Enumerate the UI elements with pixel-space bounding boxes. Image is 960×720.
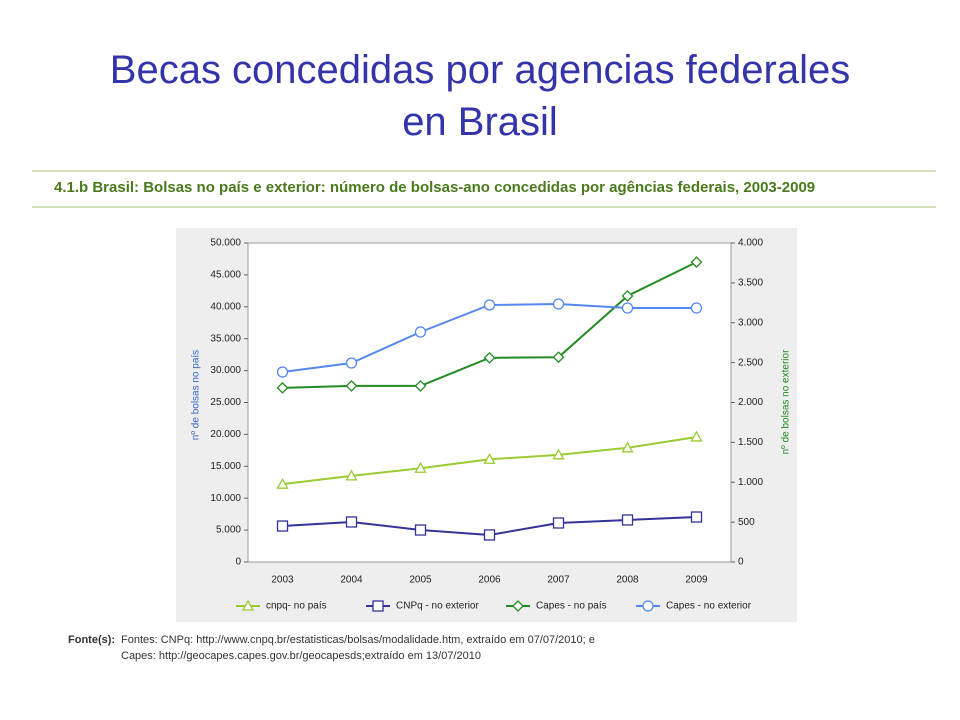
data-point bbox=[552, 448, 565, 460]
source-line: Fontes: CNPq: http://www.cnpq.br/estatis… bbox=[121, 634, 595, 646]
y-axis-label: nº de bolsas no país bbox=[191, 350, 202, 440]
x-tick-label: 2007 bbox=[547, 575, 570, 586]
y2-axis-label: nº de bolsas no exterior bbox=[781, 349, 792, 454]
y2-tick-label: 3.000 bbox=[738, 317, 763, 328]
source-line: Capes: http://geocapes.capes.gov.br/geoc… bbox=[121, 650, 481, 662]
y2-tick-label: 1.000 bbox=[738, 477, 763, 488]
data-point bbox=[414, 379, 427, 392]
data-point bbox=[414, 524, 427, 536]
data-point bbox=[690, 302, 703, 314]
slide-title: Becas concedidas por agencias federales bbox=[109, 48, 851, 92]
data-point bbox=[345, 516, 358, 528]
y-tick-label: 10.000 bbox=[210, 493, 241, 504]
y-tick-label: 20.000 bbox=[210, 429, 241, 440]
data-point bbox=[621, 302, 634, 314]
data-point bbox=[483, 452, 496, 464]
data-point bbox=[483, 299, 496, 311]
x-tick-label: 2009 bbox=[685, 575, 708, 586]
data-point bbox=[414, 461, 427, 473]
y-tick-label: 0 bbox=[235, 557, 241, 568]
y2-tick-label: 2.500 bbox=[738, 357, 763, 368]
data-point bbox=[483, 351, 496, 364]
header-text: 4.1.b Brasil: Bolsas no país e exterior:… bbox=[54, 179, 816, 196]
y-tick-label: 30.000 bbox=[210, 365, 241, 376]
y2-tick-label: 500 bbox=[738, 517, 755, 528]
y2-tick-label: 2.000 bbox=[738, 397, 763, 408]
y-tick-label: 50.000 bbox=[210, 238, 241, 249]
legend-marker bbox=[241, 599, 255, 611]
y-tick-label: 45.000 bbox=[210, 270, 241, 281]
data-point bbox=[552, 517, 565, 529]
data-point bbox=[690, 256, 703, 269]
x-tick-label: 2003 bbox=[271, 575, 294, 586]
x-tick-label: 2006 bbox=[478, 575, 501, 586]
legend-marker bbox=[642, 600, 654, 612]
data-point bbox=[345, 469, 358, 481]
data-point bbox=[483, 529, 496, 541]
y-tick-label: 35.000 bbox=[210, 333, 241, 344]
data-point bbox=[414, 326, 427, 338]
data-point bbox=[276, 520, 289, 532]
y-tick-label: 40.000 bbox=[210, 301, 241, 312]
x-tick-label: 2004 bbox=[340, 575, 363, 586]
legend-label: Capes - no país bbox=[536, 601, 607, 612]
x-tick-label: 2005 bbox=[409, 575, 432, 586]
source-label: Fonte(s): bbox=[68, 634, 116, 646]
data-point bbox=[690, 511, 703, 523]
data-point bbox=[621, 514, 634, 526]
plot-area bbox=[247, 242, 732, 563]
y-tick-label: 25.000 bbox=[210, 397, 241, 408]
data-point bbox=[345, 379, 358, 392]
y2-tick-label: 3.500 bbox=[738, 278, 763, 289]
data-point bbox=[621, 290, 634, 302]
legend-label: cnpq- no país bbox=[266, 601, 327, 612]
legend-label: Capes - no exterior bbox=[666, 601, 752, 612]
y2-tick-label: 1.500 bbox=[738, 437, 763, 448]
legend-label: CNPq - no exterior bbox=[396, 601, 479, 612]
data-point bbox=[276, 381, 289, 394]
y-tick-label: 15.000 bbox=[210, 461, 241, 472]
data-point bbox=[552, 351, 565, 364]
data-point bbox=[276, 477, 289, 489]
data-point bbox=[621, 441, 634, 453]
data-point bbox=[276, 366, 289, 378]
legend-marker bbox=[372, 600, 384, 612]
y-tick-label: 5.000 bbox=[216, 525, 241, 536]
y2-tick-label: 0 bbox=[738, 557, 744, 568]
data-point bbox=[690, 430, 703, 442]
slide-title: en Brasil bbox=[402, 100, 558, 144]
chart-header: 4.1.b Brasil: Bolsas no país e exterior:… bbox=[32, 170, 936, 208]
data-point bbox=[552, 298, 565, 310]
legend-marker bbox=[512, 600, 524, 612]
data-point bbox=[345, 357, 358, 369]
y2-tick-label: 4.000 bbox=[738, 238, 763, 249]
x-tick-label: 2008 bbox=[616, 575, 639, 586]
